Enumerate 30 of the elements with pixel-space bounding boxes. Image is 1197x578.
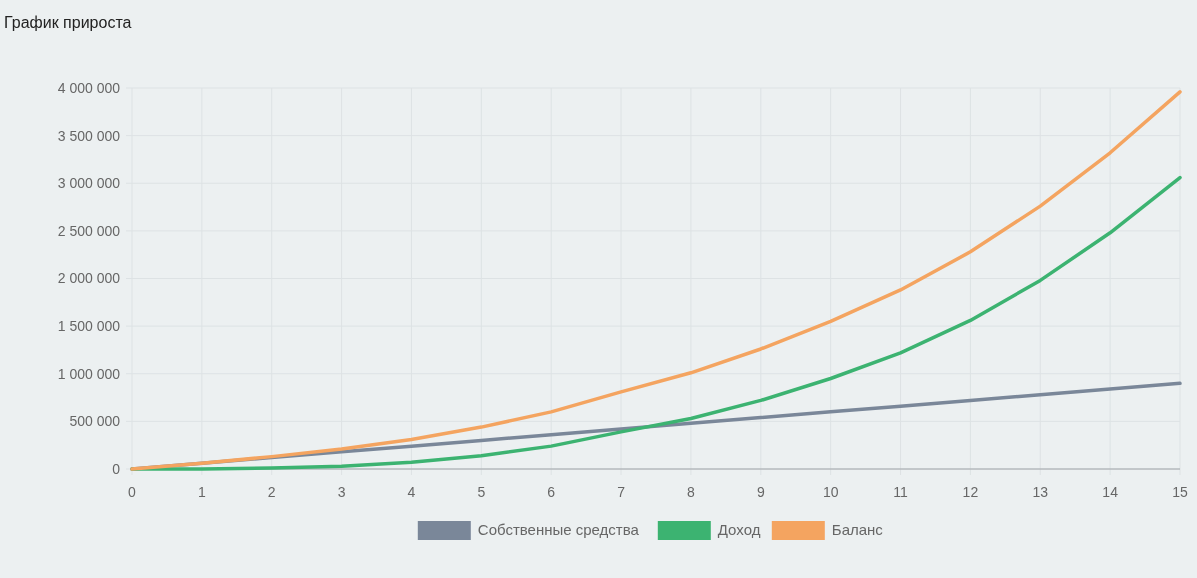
x-tick-label: 14 [1102, 484, 1119, 500]
x-tick-label: 7 [617, 484, 626, 500]
x-tick-label: 4 [407, 484, 416, 500]
x-tick-label: 15 [1172, 484, 1188, 500]
x-tick-label: 1 [197, 484, 206, 500]
x-tick-label: 3 [337, 484, 346, 500]
y-tick-label: 2 500 000 [57, 222, 121, 239]
y-tick-label: 4 000 000 [57, 79, 121, 96]
y-tick-label: 3 000 000 [57, 175, 121, 192]
x-tick-label: 0 [128, 484, 137, 500]
legend-label: Доход [717, 521, 761, 538]
legend-label: Собственные средства [477, 521, 640, 538]
x-tick-label: 9 [756, 484, 765, 500]
line-series [130, 90, 1182, 471]
y-tick-label: 2 000 000 [57, 270, 121, 287]
y-tick-label: 0 [112, 460, 121, 477]
y-tick-label: 1 000 000 [57, 365, 121, 382]
x-tick-label: 12 [962, 484, 979, 500]
x-tick-label: 13 [1032, 484, 1049, 500]
y-tick-label: 500 000 [69, 413, 121, 430]
legend-label: Баланс [831, 521, 884, 538]
y-tick-label: 3 500 000 [57, 127, 121, 144]
y-tick-label: 1 500 000 [57, 318, 121, 335]
x-tick-label: 5 [477, 484, 486, 500]
chart-title: График прироста [4, 14, 132, 31]
x-tick-label: 6 [547, 484, 556, 500]
x-tick-label: 10 [822, 484, 839, 500]
x-tick-label: 2 [267, 484, 276, 500]
x-tick-label: 8 [687, 484, 696, 500]
x-tick-label: 11 [893, 484, 909, 500]
